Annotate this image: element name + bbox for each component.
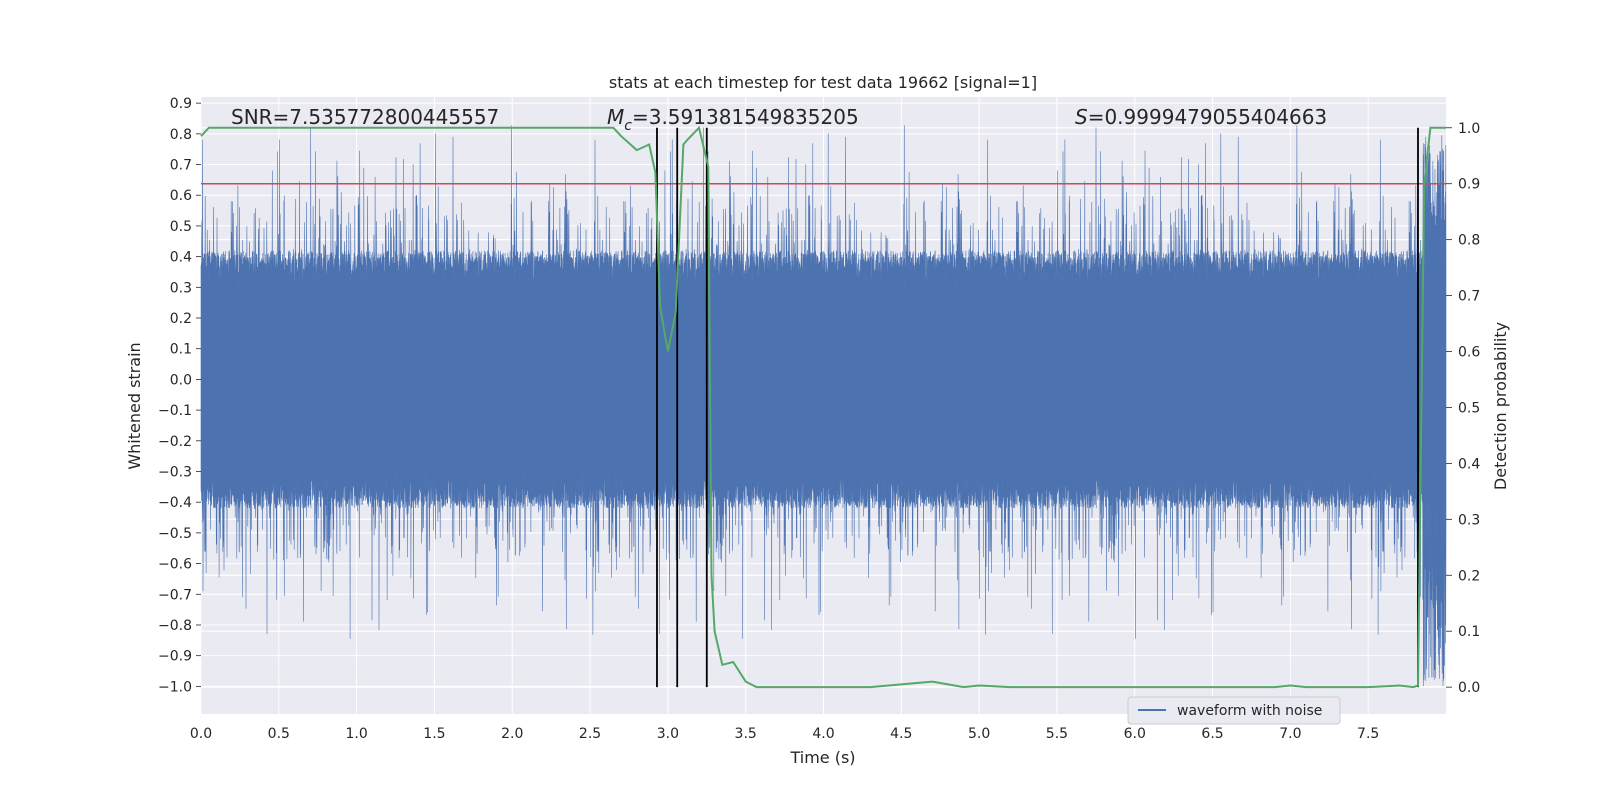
x-tick-labels: 0.0 0.5 1.0 1.5 2.0 2.5 3.0 3.5 4.0 4.5 5.0 5.5 6.0 6… <box>190 726 1379 742</box>
y2-tick-label: 0.7 <box>1458 289 1480 305</box>
s-value: =0.9999479055404663 <box>1088 105 1327 129</box>
x-tick-label: 6.5 <box>1201 726 1223 742</box>
y-tick-labels: 0.9 0.8 0.7 0.6 0.5 0.4 0.3 0.2 0.1 0.0 −0.1 −0.2 −0… <box>158 96 201 695</box>
x-tick-label: 5.0 <box>968 726 990 742</box>
y2-tick-label: 0.6 <box>1458 345 1480 361</box>
y2-tick-label: 1.0 <box>1458 121 1480 137</box>
y-tick-label: −1.0 <box>158 679 192 695</box>
y-tick-label: 0.2 <box>170 311 192 327</box>
snr-annotation: SNR=7.535772800445557 <box>231 105 499 129</box>
x-tick-label: 5.5 <box>1046 726 1068 742</box>
y-tick-label: 0.8 <box>170 127 192 143</box>
x-tick-label: 7.5 <box>1357 726 1379 742</box>
y2-tick-label: 0.1 <box>1458 624 1480 640</box>
y-tick-label: −0.5 <box>158 526 192 542</box>
mc-symbol: M <box>607 105 624 129</box>
y2-axis-title: Detection probability <box>1491 322 1510 490</box>
y-tick-label: 0.5 <box>170 219 192 235</box>
y2-tick-label: 0.4 <box>1458 456 1480 472</box>
y2-tick-label: 0.5 <box>1458 400 1480 416</box>
mc-annotation: Mc=3.591381549835205 <box>607 105 859 134</box>
y-tick-label: −0.7 <box>158 587 192 603</box>
y-tick-label: −0.6 <box>158 557 192 573</box>
legend-label: waveform with noise <box>1177 703 1322 719</box>
probability-series <box>200 125 1446 689</box>
y2-tick-label: 0.2 <box>1458 568 1480 584</box>
y-tick-label: −0.2 <box>158 434 192 450</box>
y2-tick-labels: 1.0 0.9 0.8 0.7 0.6 0.5 0.4 0.3 0.2 0.1 0.0 <box>1446 121 1480 696</box>
x-tick-label: 1.0 <box>345 726 367 742</box>
y-tick-label: 0.4 <box>170 250 192 266</box>
y-tick-label: 0.1 <box>170 342 192 358</box>
y-tick-label: 0.0 <box>170 372 192 388</box>
x-tick-label: 1.5 <box>423 726 445 742</box>
mc-subscript: c <box>624 118 632 134</box>
x-tick-label: 6.0 <box>1124 726 1146 742</box>
y-tick-label: −0.1 <box>158 403 192 419</box>
y-tick-label: 0.7 <box>170 158 192 174</box>
legend: waveform with noise <box>1127 696 1341 725</box>
s-symbol: S <box>1075 105 1088 129</box>
y2-tick-label: 0.9 <box>1458 177 1480 193</box>
x-tick-label: 7.0 <box>1279 726 1301 742</box>
x-tick-label: 2.5 <box>579 726 601 742</box>
x-tick-label: 4.0 <box>812 726 834 742</box>
y-tick-label: 0.3 <box>170 280 192 296</box>
x-tick-label: 3.0 <box>657 726 679 742</box>
y-tick-label: −0.8 <box>158 618 192 634</box>
probability-line <box>200 125 1446 689</box>
x-axis-title: Time (s) <box>789 748 855 767</box>
y2-tick-label: 0.8 <box>1458 233 1480 249</box>
y-tick-label: −0.9 <box>158 649 192 665</box>
x-tick-label: 2.0 <box>501 726 523 742</box>
y-tick-label: −0.3 <box>158 464 192 480</box>
x-tick-label: 0.0 <box>190 726 212 742</box>
y2-tick-label: 0.0 <box>1458 680 1480 696</box>
y-tick-label: 0.9 <box>170 96 192 112</box>
mc-value: =3.591381549835205 <box>632 105 859 129</box>
s-annotation: S=0.9999479055404663 <box>1075 105 1327 129</box>
legend-box <box>1127 696 1341 725</box>
y-axis-title: Whitened strain <box>125 342 144 469</box>
x-tick-label: 4.5 <box>890 726 912 742</box>
y-tick-label: 0.6 <box>170 188 192 204</box>
y-tick-label: −0.4 <box>158 495 192 511</box>
x-tick-label: 3.5 <box>735 726 757 742</box>
y2-tick-label: 0.3 <box>1458 512 1480 528</box>
chart-title: stats at each timestep for test data 196… <box>609 73 1037 92</box>
x-tick-label: 0.5 <box>268 726 290 742</box>
